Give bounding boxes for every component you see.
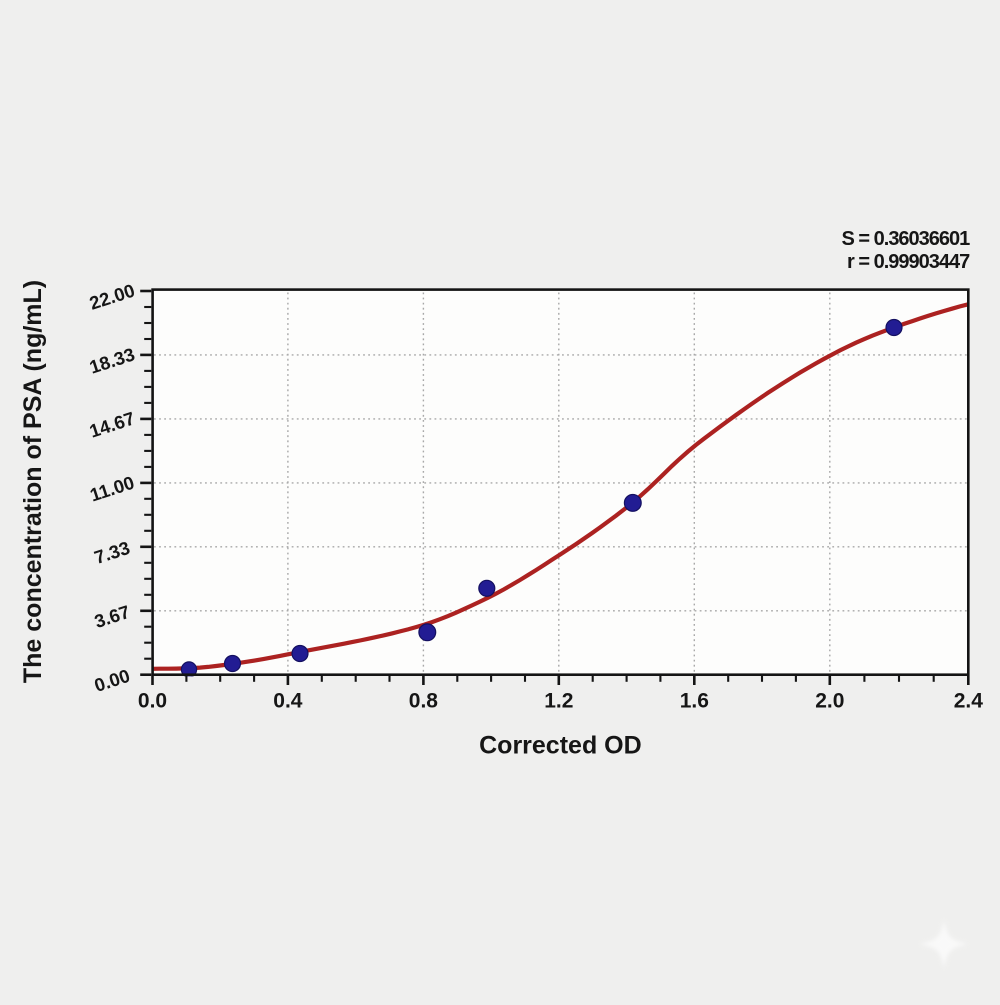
svg-text:1.2: 1.2 (544, 690, 573, 713)
svg-text:2.4: 2.4 (954, 690, 984, 713)
svg-text:2.0: 2.0 (815, 690, 844, 713)
svg-text:0.0: 0.0 (138, 690, 167, 713)
svg-text:Corrected OD: Corrected OD (479, 732, 642, 760)
svg-text:0.8: 0.8 (409, 690, 439, 713)
svg-text:S = 0.36036601: S = 0.36036601 (842, 228, 971, 250)
svg-text:0.4: 0.4 (273, 690, 303, 713)
svg-text:1.6: 1.6 (680, 690, 709, 713)
svg-text:The concentration of PSA (ng/m: The concentration of PSA (ng/mL) (19, 280, 47, 683)
svg-text:r = 0.99903447: r = 0.99903447 (847, 251, 970, 273)
